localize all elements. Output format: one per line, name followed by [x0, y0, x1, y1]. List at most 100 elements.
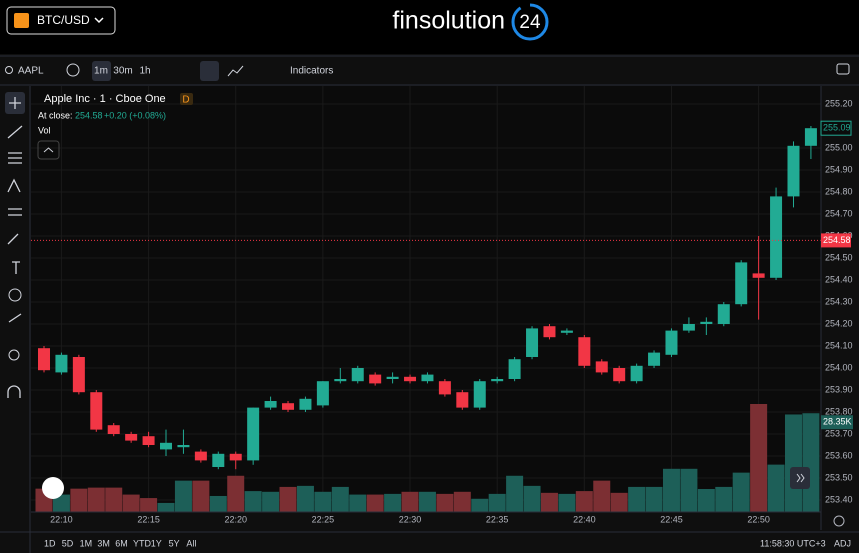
- candle-body: [648, 352, 661, 366]
- chart-type-icon[interactable]: [227, 65, 244, 77]
- volume-bar: [70, 488, 88, 512]
- scroll-icon[interactable]: [796, 473, 805, 483]
- volume-bar: [140, 498, 158, 512]
- candle-body: [770, 196, 783, 278]
- volume-tag-label: 28.35K: [823, 417, 852, 427]
- tv-logo: [42, 477, 64, 499]
- candle-body: [351, 368, 364, 382]
- y-tick-label: 254.80: [825, 186, 853, 196]
- candle-body: [142, 436, 155, 445]
- range-button[interactable]: 3M: [97, 538, 110, 548]
- toolbar-symbol[interactable]: AAPL: [18, 66, 44, 77]
- volume-bar: [366, 494, 384, 512]
- clock: 11:58:30 UTC+3: [760, 538, 826, 548]
- candle-body: [630, 365, 643, 382]
- x-tick-label: 22:40: [573, 514, 596, 524]
- candle-body: [299, 398, 312, 410]
- y-tick-label: 253.60: [825, 450, 853, 460]
- candle-body: [55, 354, 68, 373]
- badge-text: D: [182, 95, 189, 106]
- volume-bar: [453, 491, 471, 512]
- volume-bar: [418, 491, 436, 512]
- volume-bar: [767, 464, 785, 512]
- y-tick-label: 253.80: [825, 406, 853, 416]
- interval[interactable]: 1h: [139, 66, 150, 77]
- y-tick-label: 254.30: [825, 296, 853, 306]
- volume-bar: [802, 413, 820, 512]
- settings-icon[interactable]: [833, 515, 845, 527]
- volume-bar: [384, 493, 402, 512]
- volume-bar: [331, 486, 349, 512]
- volume-bar: [558, 493, 576, 512]
- volume-tag: [821, 415, 853, 430]
- volume-bar: [296, 485, 314, 512]
- volume-bar: [645, 486, 663, 512]
- candle-body: [229, 453, 242, 461]
- range-button[interactable]: 1D: [44, 538, 56, 548]
- indicators-button[interactable]: Indicators: [290, 66, 333, 77]
- x-tick-label: 22:30: [399, 514, 422, 524]
- range-button[interactable]: 5D: [62, 538, 74, 548]
- volume-bar: [227, 475, 245, 512]
- candle-body: [735, 262, 748, 305]
- legend-title: Apple Inc · 1 · Cboe One: [44, 93, 166, 105]
- x-tick-label: 22:20: [224, 514, 247, 524]
- screenshot-icon[interactable]: [836, 63, 850, 75]
- price-tag-label: 254.58: [823, 235, 851, 245]
- candle-body: [107, 425, 120, 434]
- volume-bar: [488, 493, 506, 512]
- symbol-selector[interactable]: [6, 6, 116, 35]
- volume-bar: [575, 491, 593, 512]
- y-tick-label: 254.50: [825, 252, 853, 262]
- range-button[interactable]: All: [186, 538, 196, 548]
- at-close-price: 254.58: [75, 110, 103, 120]
- interval[interactable]: 30m: [113, 66, 132, 77]
- candle-body: [247, 407, 260, 461]
- volume-bar: [471, 498, 489, 512]
- volume-bar: [157, 502, 175, 512]
- add-symbol[interactable]: [66, 63, 80, 77]
- x-tick-label: 22:15: [137, 514, 160, 524]
- collapse-button[interactable]: [37, 140, 60, 160]
- candle-body: [526, 328, 539, 357]
- tool-icon[interactable]: [8, 349, 20, 361]
- search-icon[interactable]: [5, 66, 13, 74]
- candle-body: [38, 348, 50, 371]
- candle-body: [369, 374, 382, 384]
- range-button[interactable]: YTD: [133, 538, 152, 548]
- chart-type-active[interactable]: [200, 61, 219, 81]
- candle-body: [543, 326, 556, 338]
- header-bar: [0, 0, 859, 54]
- range-button[interactable]: 1M: [80, 538, 93, 548]
- brand: finsolution: [392, 7, 505, 35]
- volume-label: Vol: [38, 125, 51, 135]
- candle-body: [72, 357, 85, 393]
- candle-body: [334, 379, 347, 382]
- volume-bar: [105, 487, 123, 512]
- range-button[interactable]: 1Y: [151, 538, 162, 548]
- candle-body: [717, 304, 730, 324]
- interval-active: [92, 61, 111, 81]
- candle-body: [578, 337, 591, 366]
- candle-body: [282, 403, 295, 410]
- range-button[interactable]: 6M: [115, 538, 128, 548]
- candle-body: [421, 374, 434, 382]
- candle-body: [90, 392, 103, 430]
- tool-icon[interactable]: [8, 288, 22, 302]
- candle-body: [177, 445, 190, 448]
- range-button[interactable]: 5Y: [169, 538, 180, 548]
- candle-body: [700, 321, 713, 324]
- candle-body: [804, 128, 817, 146]
- adj-toggle[interactable]: ADJ: [834, 538, 851, 548]
- candle-body: [212, 453, 225, 467]
- candle-body: [438, 381, 451, 395]
- collapse-icon[interactable]: [43, 147, 54, 153]
- volume-bar: [662, 468, 680, 512]
- at-close-label: At close:: [38, 110, 73, 120]
- volume-bar: [87, 487, 105, 512]
- tool-icons[interactable]: [7, 97, 23, 398]
- volume-bar: [314, 491, 332, 512]
- volume-bar: [523, 485, 541, 512]
- interval[interactable]: 1m: [94, 66, 108, 77]
